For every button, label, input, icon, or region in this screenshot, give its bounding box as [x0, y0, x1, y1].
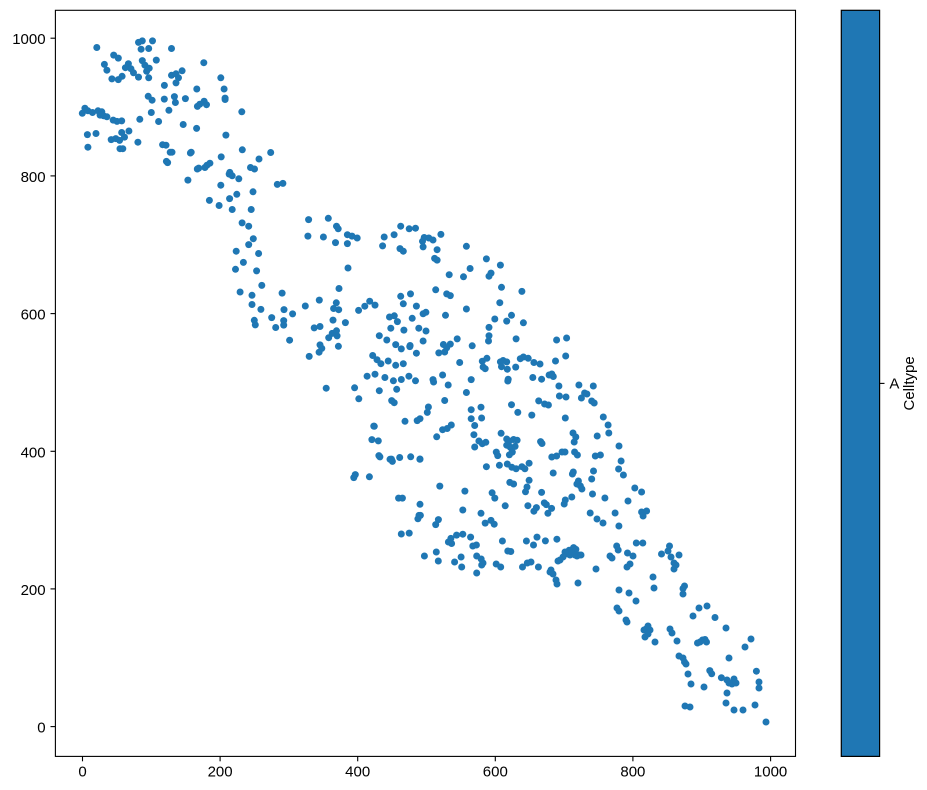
svg-text:1000: 1000 — [12, 31, 45, 48]
svg-text:600: 600 — [483, 764, 508, 781]
svg-text:Celltype: Celltype — [901, 356, 918, 410]
svg-text:200: 200 — [21, 582, 46, 599]
svg-text:A: A — [889, 376, 899, 393]
svg-text:800: 800 — [620, 764, 645, 781]
svg-text:600: 600 — [21, 307, 46, 324]
svg-text:400: 400 — [21, 444, 46, 461]
svg-text:1000: 1000 — [754, 764, 787, 781]
svg-text:0: 0 — [78, 764, 86, 781]
svg-text:200: 200 — [208, 764, 233, 781]
svg-text:800: 800 — [21, 169, 46, 186]
svg-text:0: 0 — [37, 720, 45, 737]
svg-text:400: 400 — [345, 764, 370, 781]
